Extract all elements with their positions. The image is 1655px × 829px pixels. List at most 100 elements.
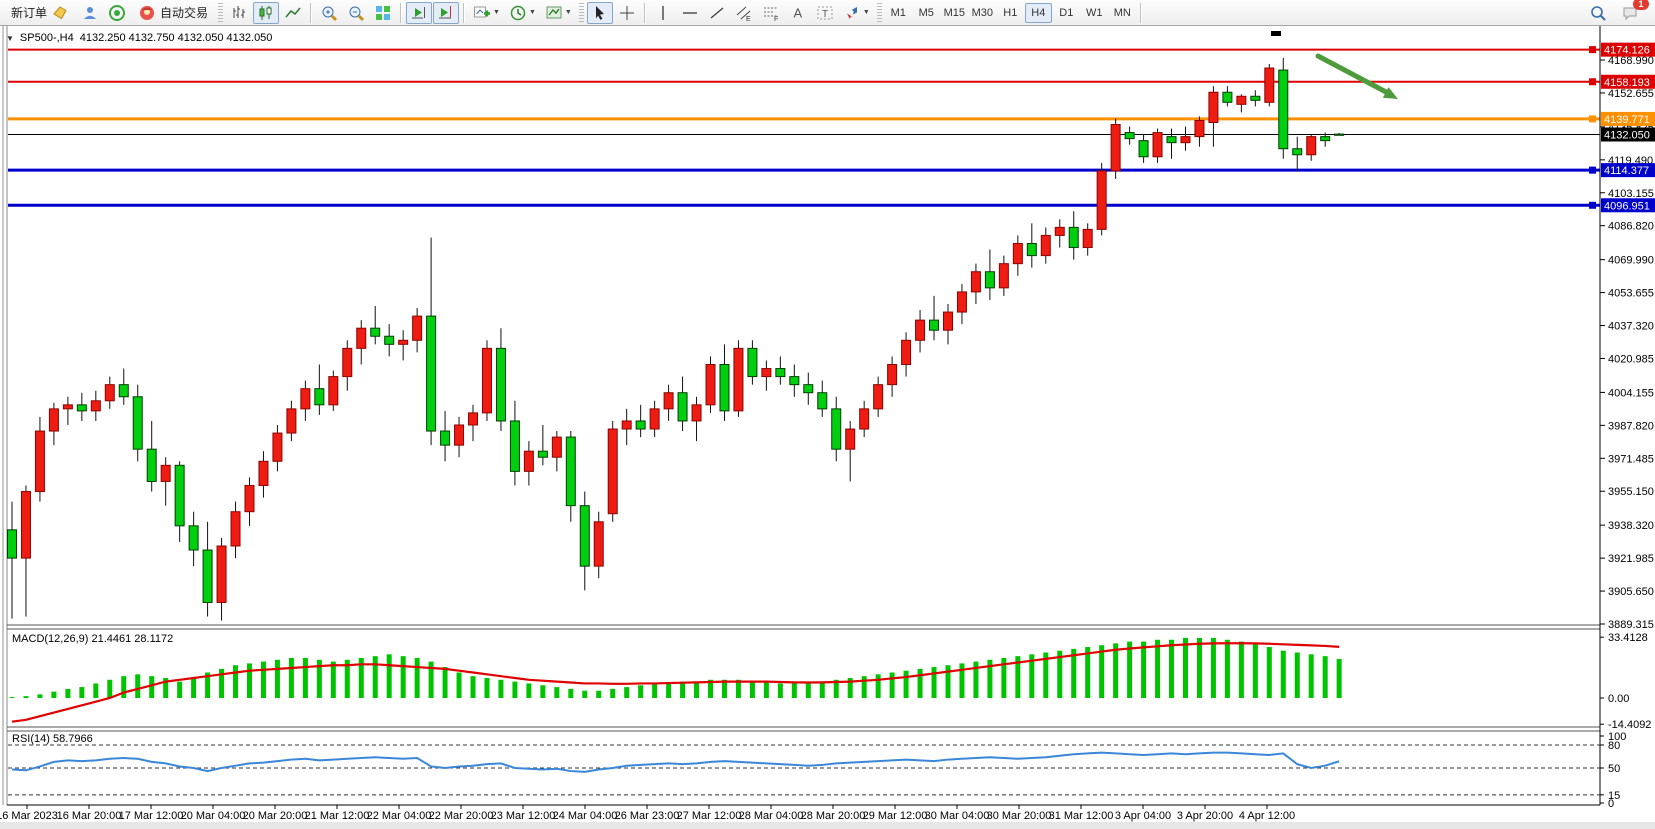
svg-text:E: E	[746, 16, 751, 22]
candle-body	[1138, 140, 1149, 158]
macd-histogram-bar	[1029, 654, 1035, 698]
level-line-handle	[1589, 78, 1596, 86]
y-axis-tick-label: 3955.150	[1608, 486, 1654, 498]
trendline-button[interactable]	[704, 2, 730, 24]
channel-icon: E	[735, 4, 753, 23]
macd-histogram-bar	[917, 668, 923, 698]
window-left-edge	[2, 26, 4, 805]
macd-histogram-bar	[540, 685, 546, 698]
macd-scale-label: 0.00	[1608, 693, 1629, 705]
macd-histogram-bar	[1155, 639, 1161, 698]
broadcast-button[interactable]	[104, 2, 130, 24]
y-axis-tick-label: 4069.990	[1608, 255, 1654, 267]
chart-background	[0, 26, 1655, 829]
timeframe-MN-button[interactable]: MN	[1109, 3, 1136, 23]
candle-body	[1166, 136, 1177, 144]
equidistant-channel-button[interactable]: E	[731, 2, 757, 24]
macd-histogram-bar	[749, 681, 755, 698]
text-button[interactable]: A	[785, 2, 811, 24]
cursor-button[interactable]	[586, 1, 613, 24]
macd-histogram-bar	[302, 657, 308, 698]
auto-scroll-button[interactable]	[406, 1, 433, 24]
macd-histogram-bar	[65, 688, 71, 698]
candle-chart-mode-button[interactable]	[253, 1, 280, 24]
toolbar-right-icons: 1	[1585, 0, 1651, 24]
timeframe-H1-button[interactable]: H1	[997, 3, 1024, 23]
toolbar-separator	[310, 2, 313, 23]
y-axis-tick-label: 3987.820	[1608, 420, 1654, 432]
toolbar-grip	[876, 2, 882, 23]
candle-body	[1054, 226, 1065, 236]
toolbar-separator	[1139, 2, 1142, 23]
price-level-box	[1601, 111, 1655, 126]
macd-histogram-bar	[526, 683, 532, 698]
macd-histogram-bar	[51, 691, 57, 698]
y-axis-tick-label: 4053.655	[1608, 288, 1654, 300]
zoom-out-button[interactable]	[343, 2, 369, 24]
level-line-handle	[1589, 201, 1596, 209]
candle-body	[314, 388, 325, 406]
candle-body	[398, 339, 409, 345]
macd-histogram-bar	[945, 665, 951, 698]
time-axis-label: 28 Mar 04:00	[739, 810, 804, 822]
timeframe-D1-button[interactable]: D1	[1053, 3, 1080, 23]
timeframe-M1-button[interactable]: M1	[885, 3, 912, 23]
candle-body	[831, 408, 842, 450]
templates-button[interactable]: ▼	[541, 2, 576, 24]
cursor-icon	[591, 4, 609, 22]
timeframe-M5-button[interactable]: M5	[913, 3, 940, 23]
collapse-triangle-icon[interactable]: ▼	[6, 33, 14, 43]
bearish-arrow-head	[1382, 87, 1398, 99]
candle-body	[887, 363, 898, 386]
time-axis-label: 31 Mar 12:00	[1049, 810, 1114, 822]
line-chart-mode-button[interactable]	[280, 2, 306, 24]
periods-button[interactable]: ▼	[505, 2, 540, 24]
zoom-in-icon	[320, 4, 338, 22]
macd-histogram-bar	[233, 665, 239, 698]
timeframe-W1-button[interactable]: W1	[1081, 3, 1108, 23]
ohlc-values: 4132.250 4132.750 4132.050 4132.050	[79, 32, 273, 44]
text-label-button[interactable]: T	[812, 2, 838, 24]
candle-body	[803, 384, 814, 394]
user-cloud-button[interactable]	[77, 2, 103, 24]
bar-chart-mode-button[interactable]	[226, 2, 252, 24]
macd-histogram-bar	[470, 676, 476, 698]
fibonacci-icon: F	[762, 4, 780, 23]
price-chart-canvas[interactable]: 4168.9904152.6554135.8254119.4904103.155…	[0, 26, 1655, 829]
macd-histogram-bar	[1099, 645, 1105, 698]
indicators-button[interactable]: ▼	[469, 2, 504, 24]
search-button[interactable]	[1585, 2, 1611, 24]
macd-histogram-bar	[819, 681, 825, 698]
timeframe-H4-button[interactable]: H4	[1024, 2, 1052, 23]
horizontal-line-button[interactable]	[677, 2, 703, 24]
timeframe-M30-button[interactable]: M30	[969, 3, 996, 23]
fibonacci-button[interactable]: F	[758, 2, 784, 24]
candle-body	[1068, 226, 1079, 249]
macd-histogram-bar	[1127, 641, 1133, 698]
macd-histogram-bar	[554, 687, 560, 698]
search-icon	[1589, 4, 1607, 22]
auto-trading-button[interactable]: 自动交易	[131, 2, 215, 24]
new-order-button[interactable]: 新订单	[4, 2, 76, 24]
tile-windows-button[interactable]	[370, 2, 396, 24]
candle-body	[1096, 170, 1107, 230]
arrows-button[interactable]: ▼	[839, 2, 874, 24]
macd-histogram-bar	[37, 694, 43, 698]
macd-histogram-bar	[833, 679, 839, 698]
chart-title-overlay: ▼ SP500-,H4 4132.250 4132.750 4132.050 4…	[6, 32, 272, 44]
timeframe-M15-button[interactable]: M15	[941, 3, 968, 23]
macd-histogram-bar	[721, 679, 727, 698]
macd-histogram-bar	[652, 683, 658, 698]
zoom-in-button[interactable]	[316, 2, 342, 24]
toolbar-separator	[463, 2, 466, 23]
chart-shift-button[interactable]	[433, 1, 460, 24]
candle-body	[649, 408, 660, 430]
price-level-box-label: 4158.193	[1604, 77, 1650, 89]
crosshair-button[interactable]	[614, 2, 640, 24]
macd-histogram-bar	[400, 656, 406, 698]
vertical-line-button[interactable]	[650, 2, 676, 24]
candle-body	[1110, 124, 1121, 172]
macd-histogram-bar	[23, 696, 29, 698]
level-line-handle	[1589, 46, 1596, 54]
